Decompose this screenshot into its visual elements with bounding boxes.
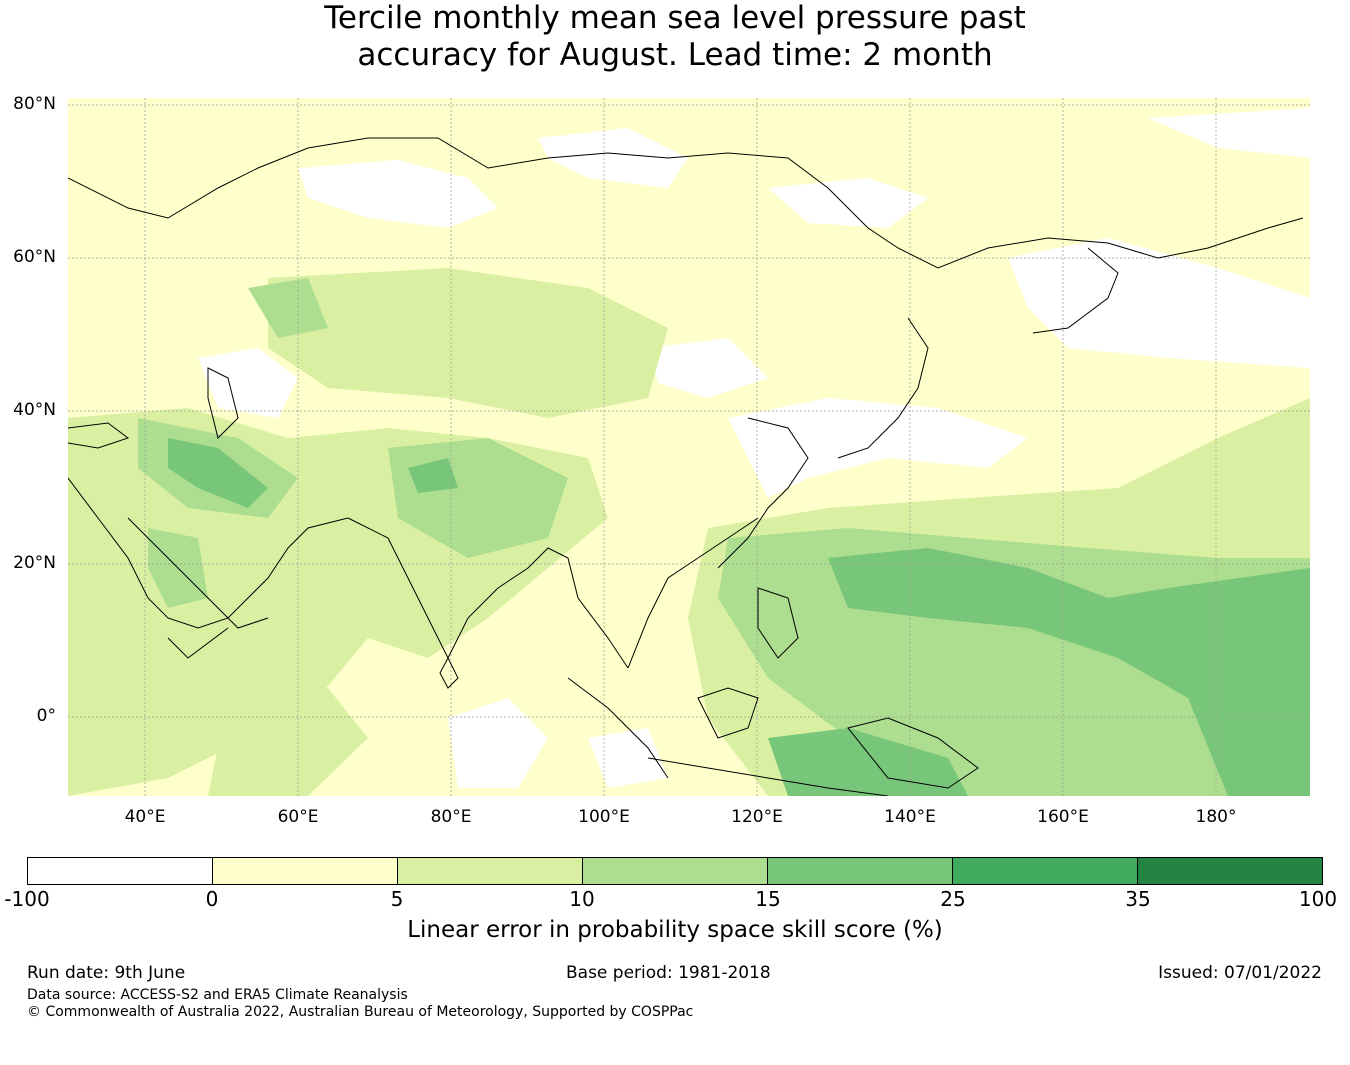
lat-label-60n: 60°N xyxy=(13,247,56,267)
colorbar-seg-7 xyxy=(1138,858,1322,884)
lon-label-60e: 60°E xyxy=(277,807,319,827)
colorbar-tick: 25 xyxy=(940,887,966,911)
colorbar-tick: 0 xyxy=(205,887,219,911)
lon-label-80e: 80°E xyxy=(430,807,472,827)
data-source: Data source: ACCESS-S2 and ERA5 Climate … xyxy=(27,987,408,1003)
colorbar-tick: 100 xyxy=(1298,887,1338,911)
lon-label-120e: 120°E xyxy=(731,807,783,827)
run-date: Run date: 9th June xyxy=(27,963,186,983)
colorbar-seg-2 xyxy=(213,858,398,884)
coastlines xyxy=(68,137,1304,796)
colorbar-tick: -100 xyxy=(4,887,50,911)
lat-label-20n: 20°N xyxy=(13,553,56,573)
negative-skill-regions xyxy=(198,108,1310,788)
lon-label-100e: 100°E xyxy=(578,807,630,827)
lat-label-40n: 40°N xyxy=(13,400,56,420)
base-period: Base period: 1981-2018 xyxy=(566,963,771,983)
colorbar-tick: 15 xyxy=(755,887,781,911)
map-title: Tercile monthly mean sea level pressure … xyxy=(0,0,1350,74)
map-canvas xyxy=(68,98,1310,796)
colorbar-seg-6 xyxy=(953,858,1138,884)
colorbar-label: Linear error in probability space skill … xyxy=(407,917,943,943)
colorbar-seg-1 xyxy=(28,858,213,884)
colorbar-seg-4 xyxy=(583,858,768,884)
lon-label-180: 180° xyxy=(1195,807,1237,827)
colorbar-tick: 5 xyxy=(390,887,404,911)
issued-date: Issued: 07/01/2022 xyxy=(1158,963,1322,983)
lat-label-0: 0° xyxy=(36,706,56,726)
skill-15-25-regions xyxy=(168,438,1310,796)
colorbar-tick: 35 xyxy=(1125,887,1151,911)
lon-label-140e: 140°E xyxy=(884,807,936,827)
skill-map xyxy=(68,98,1310,796)
colorbar xyxy=(27,857,1323,885)
colorbar-tick: 10 xyxy=(569,887,595,911)
title-line-2: accuracy for August. Lead time: 2 month xyxy=(357,37,993,73)
copyright: © Commonwealth of Australia 2022, Austra… xyxy=(27,1004,694,1020)
lat-label-80n: 80°N xyxy=(13,94,56,114)
colorbar-seg-5 xyxy=(768,858,953,884)
colorbar-seg-3 xyxy=(398,858,583,884)
lon-label-40e: 40°E xyxy=(124,807,166,827)
title-line-1: Tercile monthly mean sea level pressure … xyxy=(324,0,1026,36)
lon-label-160e: 160°E xyxy=(1037,807,1089,827)
